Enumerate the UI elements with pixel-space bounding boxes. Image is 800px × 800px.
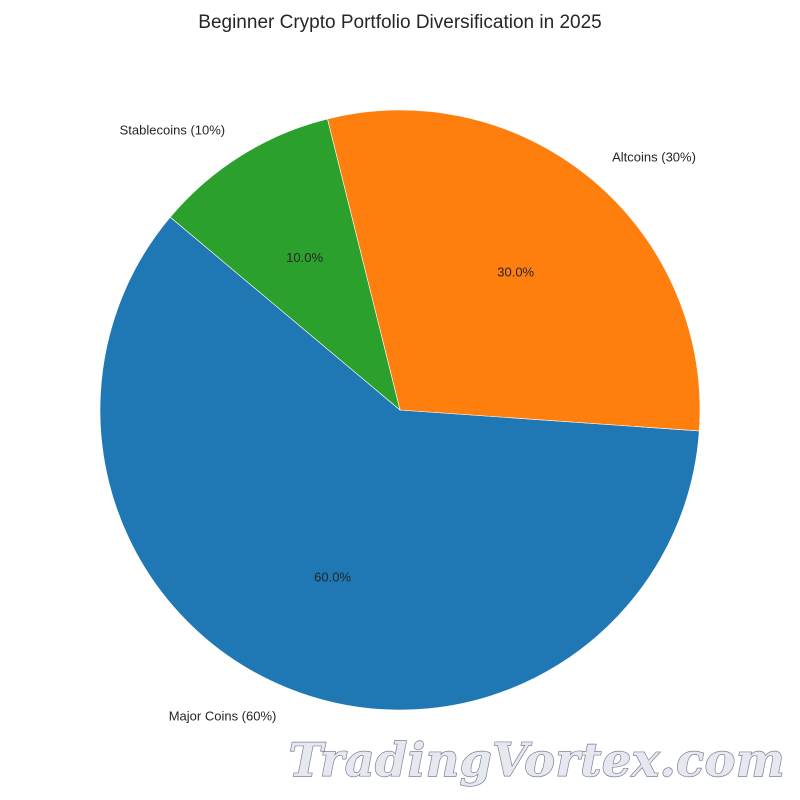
slice-label-stablecoins: Stablecoins (10%) — [120, 123, 226, 138]
pie-slice-altcoins — [327, 109, 701, 432]
slice-percent-altcoins: 30.0% — [497, 265, 534, 280]
slice-label-major-coins: Major Coins (60%) — [169, 708, 277, 723]
pie-slice-major-coins — [99, 216, 700, 711]
pie-labels: Major Coins (60%) 60.0% Altcoins (30%) 30.0… — [120, 123, 696, 724]
pie-slices — [99, 109, 701, 711]
chart-title: Beginner Crypto Portfolio Diversificatio… — [198, 12, 601, 33]
watermark-logo: TradingVortex.com — [289, 733, 785, 787]
slice-label-altcoins: Altcoins (30%) — [612, 150, 696, 165]
pie-slice-stablecoins — [169, 118, 401, 411]
slice-percent-major-coins: 60.0% — [314, 569, 351, 584]
slice-percent-stablecoins: 10.0% — [286, 250, 323, 265]
